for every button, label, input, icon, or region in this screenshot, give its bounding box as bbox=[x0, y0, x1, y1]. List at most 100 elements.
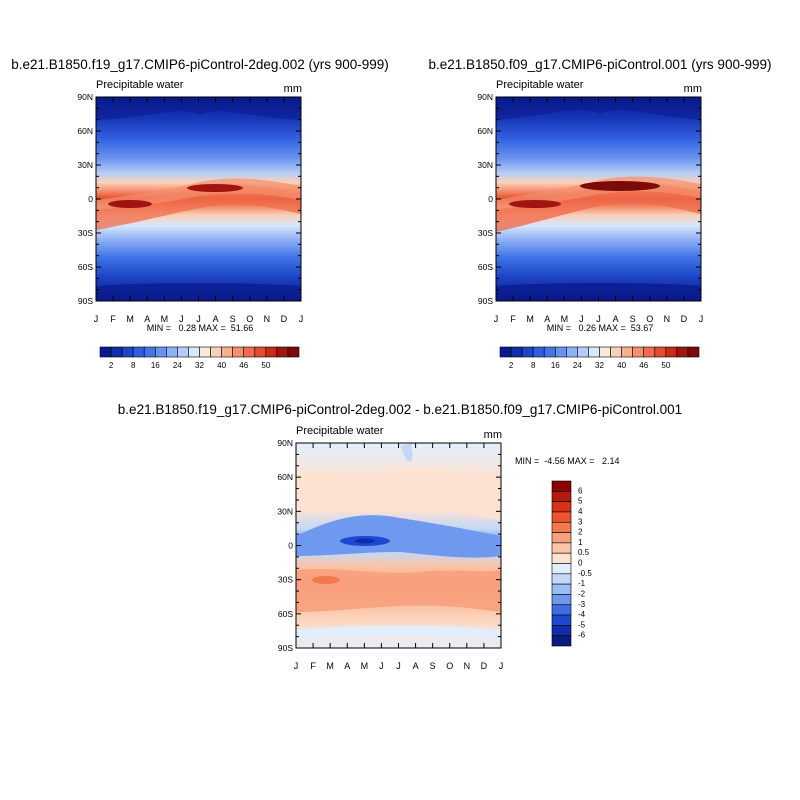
p2-colorbar-swatch bbox=[521, 346, 534, 358]
p3-y-tick-label: 60N bbox=[277, 472, 293, 482]
p3-colorbar-swatch bbox=[551, 480, 572, 492]
p3-colorbar-swatch bbox=[551, 521, 572, 533]
p3-x-tick-label: A bbox=[413, 661, 419, 671]
p2-colorbar-swatch bbox=[687, 346, 700, 358]
panel-2: b.e21.B1850.f09_g17.CMIP6-piControl.001 … bbox=[429, 57, 772, 370]
p3-colorbar-swatch bbox=[551, 542, 572, 554]
p2-colorbar-swatch bbox=[543, 346, 556, 358]
p1-colorbar-swatch bbox=[210, 346, 222, 358]
panel-1-stats: MIN = 0.28 MAX = 51.66 bbox=[147, 323, 254, 333]
p3-colorbar-label: 3 bbox=[578, 517, 583, 526]
panel-2-field-label: Precipitable water bbox=[496, 79, 584, 91]
panel-1-title: b.e21.B1850.f19_g17.CMIP6-piControl-2deg… bbox=[11, 57, 389, 72]
p2-y-tick-label: 90N bbox=[477, 92, 493, 102]
p1-colorbar-swatch bbox=[243, 346, 256, 358]
panel-1-contour-field bbox=[96, 97, 301, 301]
p1-x-tick-label: M bbox=[161, 314, 169, 324]
p3-colorbar-label: -5 bbox=[578, 620, 586, 629]
p1-colorbar-swatch bbox=[154, 346, 167, 358]
p2-x-tick-label: J bbox=[494, 314, 499, 324]
p3-colorbar-swatch bbox=[551, 563, 572, 575]
p2-colorbar-swatch bbox=[665, 346, 678, 358]
p2-y-tick-label: 90S bbox=[478, 296, 493, 306]
panel-3: b.e21.B1850.f19_g17.CMIP6-piControl-2deg… bbox=[118, 402, 682, 671]
p3-colorbar-swatch bbox=[551, 532, 572, 544]
p3-colorbar-label: 0 bbox=[578, 559, 583, 568]
p2-colorbar-swatch bbox=[621, 346, 633, 358]
p3-x-tick-label: A bbox=[344, 661, 350, 671]
p3-colorbar-label: 0.5 bbox=[578, 548, 590, 557]
p3-y-tick-label: 90S bbox=[278, 643, 293, 653]
p2-x-tick-label: A bbox=[544, 314, 550, 324]
p1-colorbar-swatch bbox=[254, 346, 267, 358]
p2-colorbar-label: 2 bbox=[509, 361, 514, 370]
p2-x-tick-label: F bbox=[510, 314, 516, 324]
p2-x-tick-label: D bbox=[681, 314, 688, 324]
p3-colorbar-label: 1 bbox=[578, 538, 583, 547]
p1-colorbar-swatch bbox=[232, 346, 245, 358]
p3-y-tick-label: 30N bbox=[277, 506, 293, 516]
panel-3-y-axis: 90N 60N 30N 0 30S 60S 90S bbox=[277, 438, 501, 653]
p3-x-tick-label: M bbox=[361, 661, 369, 671]
panel-1-y-axis: 90N 60N 30N 0 30S 60S 90S bbox=[77, 92, 301, 306]
p3-colorbar-label: 4 bbox=[578, 507, 583, 516]
p1-x-tick-label: O bbox=[246, 314, 253, 324]
p1-y-tick-label: 90N bbox=[77, 92, 93, 102]
p3-colorbar-swatch bbox=[551, 635, 572, 647]
panel-2-units: mm bbox=[684, 83, 702, 95]
p2-colorbar-swatch bbox=[610, 346, 622, 358]
p1-y-tick-label: 90S bbox=[78, 296, 93, 306]
panel-3-units: mm bbox=[484, 429, 502, 441]
p1-y-tick-label: 60N bbox=[77, 126, 93, 136]
p1-colorbar-swatch bbox=[188, 346, 200, 358]
p3-colorbar-swatch bbox=[551, 501, 572, 513]
p1-x-tick-label: J bbox=[299, 314, 304, 324]
p3-colorbar-label: -3 bbox=[578, 600, 586, 609]
p1-x-tick-label: J bbox=[94, 314, 99, 324]
p3-x-tick-label: M bbox=[326, 661, 334, 671]
p1-colorbar-swatch bbox=[276, 346, 289, 358]
p1-x-tick-label: J bbox=[179, 314, 184, 324]
p1-colorbar-label: 16 bbox=[151, 361, 160, 370]
p1-y-tick-label: 30N bbox=[77, 160, 93, 170]
p3-colorbar-swatch bbox=[551, 614, 572, 626]
p2-colorbar-label: 46 bbox=[639, 361, 648, 370]
p1-colorbar-label: 8 bbox=[131, 361, 136, 370]
panel-2-colorbar: 2 8 16 24 32 40 46 50 bbox=[499, 346, 700, 370]
p1-y-tick-label: 60S bbox=[78, 262, 93, 272]
p2-x-tick-label: O bbox=[646, 314, 653, 324]
p2-colorbar-swatch bbox=[654, 346, 667, 358]
panel-2-title: b.e21.B1850.f09_g17.CMIP6-piControl.001 … bbox=[429, 57, 772, 72]
p3-colorbar-swatch bbox=[551, 604, 572, 616]
p2-colorbar-swatch bbox=[577, 346, 589, 358]
p1-colorbar-swatch bbox=[287, 346, 300, 358]
panel-2-contour-field bbox=[496, 97, 701, 301]
p1-colorbar-label: 2 bbox=[109, 361, 114, 370]
panel-3-colorbar: 6 543 210.5 0-0.5-1-2 -3-4-5 -6 bbox=[551, 480, 592, 647]
p1-colorbar-swatch bbox=[143, 346, 156, 358]
p2-x-tick-label: M bbox=[561, 314, 569, 324]
p1-x-tick-label: F bbox=[110, 314, 116, 324]
p3-colorbar-swatch bbox=[551, 491, 572, 502]
p3-x-tick-label: O bbox=[446, 661, 453, 671]
panel-2-stats: MIN = 0.26 MAX = 53.67 bbox=[547, 323, 654, 333]
panel-2-y-axis: 90N 60N 30N 0 30S 60S 90S bbox=[477, 92, 701, 306]
p2-y-tick-label: 60S bbox=[478, 262, 493, 272]
p2-colorbar-swatch bbox=[676, 346, 689, 358]
panel-3-stats: MIN = -4.56 MAX = 2.14 bbox=[515, 456, 620, 466]
p2-x-tick-label: J bbox=[699, 314, 704, 324]
p3-x-tick-label: J bbox=[396, 661, 401, 671]
p1-colorbar-label: 50 bbox=[261, 361, 270, 370]
p1-colorbar-swatch bbox=[221, 346, 233, 358]
p3-y-tick-label: 0 bbox=[288, 541, 293, 551]
p3-colorbar-label: -4 bbox=[578, 610, 586, 619]
p2-colorbar-label: 40 bbox=[617, 361, 626, 370]
p2-colorbar-swatch bbox=[588, 346, 600, 358]
p2-x-tick-label: M bbox=[526, 314, 534, 324]
p2-colorbar-label: 32 bbox=[595, 361, 604, 370]
panel-1-field-label: Precipitable water bbox=[96, 79, 184, 91]
p2-y-tick-label: 30N bbox=[477, 160, 493, 170]
